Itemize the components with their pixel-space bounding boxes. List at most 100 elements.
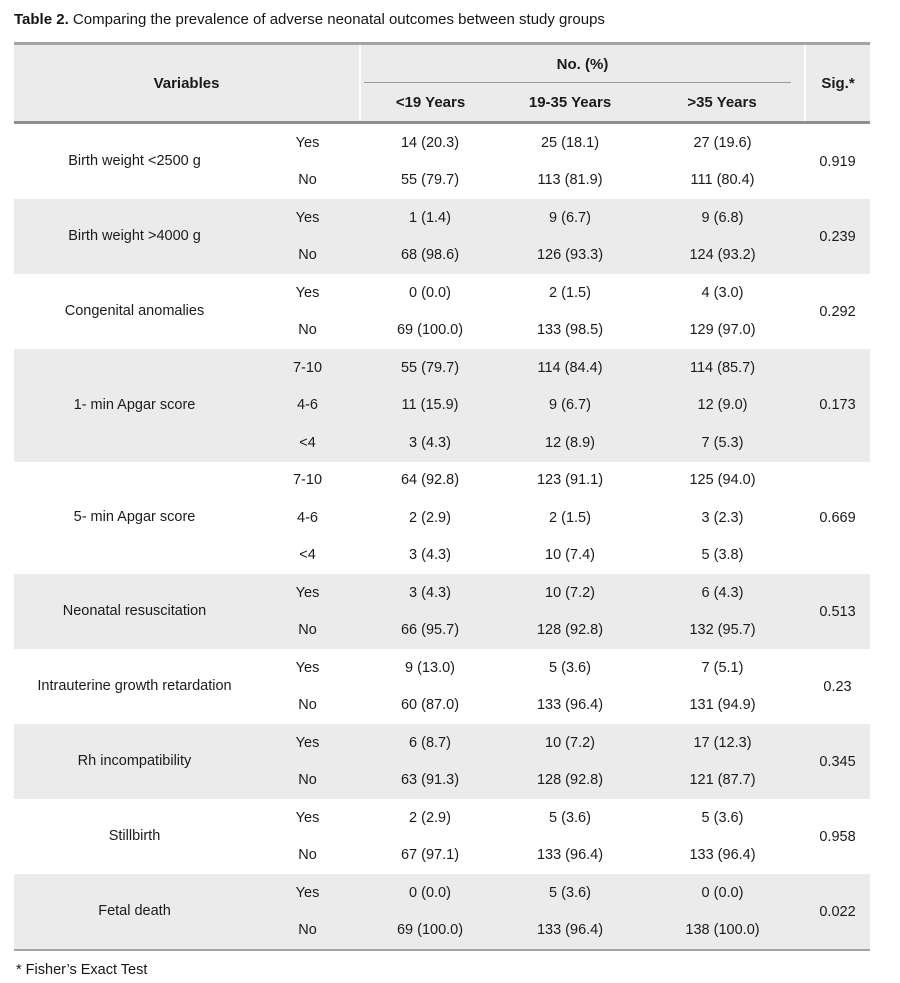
row-label-cell: Yes: [255, 274, 361, 312]
table-row: 4-6 2 (2.9) 2 (1.5) 3 (2.3): [14, 499, 870, 537]
row-label-cell: No: [255, 311, 361, 349]
value-cell: 17 (12.3): [640, 724, 806, 762]
table-row: <4 3 (4.3) 10 (7.4) 5 (3.8): [14, 536, 870, 574]
row-label-cell: Yes: [255, 199, 361, 237]
value-cell: 121 (87.7): [640, 761, 806, 799]
value-cell: 55 (79.7): [360, 349, 501, 387]
sig-value-cell: 0.669: [805, 461, 871, 574]
row-label-cell: Yes: [255, 574, 361, 612]
header-col-over-35-years: >35 Years: [640, 83, 806, 124]
sig-value-cell: 0.173: [805, 349, 871, 462]
value-cell: 0 (0.0): [360, 274, 501, 312]
value-cell: 63 (91.3): [360, 761, 501, 799]
table-body: Birth weight <2500 g Yes 14 (20.3) 25 (18.1…: [14, 122, 871, 950]
value-cell: 12 (8.9): [500, 424, 641, 462]
row-label-cell: <4: [255, 536, 361, 574]
value-cell: 2 (2.9): [360, 499, 501, 537]
table-row: No 55 (79.7) 113 (81.9) 111 (80.4): [14, 161, 870, 199]
value-cell: 66 (95.7): [360, 611, 501, 649]
value-cell: 132 (95.7): [640, 611, 806, 649]
value-cell: 10 (7.4): [500, 536, 641, 574]
table-row: 1- min Apgar score 7-10 55 (79.7) 114 (84.4…: [14, 349, 871, 462]
header-col-under-19-years: <19 Years: [360, 83, 501, 124]
header-row-2: <19 Years 19-35 Years >35 Years: [14, 83, 870, 124]
row-label-cell: No: [255, 161, 361, 199]
variable-name-cell: Stillbirth: [14, 799, 255, 874]
value-cell: 3 (4.3): [360, 574, 501, 612]
variable-name-cell: 5- min Apgar score: [14, 461, 255, 574]
table-row: No 66 (95.7) 128 (92.8) 132 (95.7): [14, 611, 870, 649]
value-cell: 133 (96.4): [500, 686, 641, 724]
row-label-cell: Yes: [255, 799, 361, 837]
variable-name-cell: Intrauterine growth retardation: [14, 649, 255, 724]
value-cell: 11 (15.9): [360, 386, 501, 424]
row-label-cell: Yes: [255, 649, 361, 687]
variable-name-cell: Neonatal resuscitation: [14, 574, 255, 649]
value-cell: 10 (7.2): [500, 724, 641, 762]
row-label-cell: No: [255, 836, 361, 874]
value-cell: 114 (84.4): [500, 349, 641, 387]
variable-name-cell: Fetal death: [14, 874, 255, 950]
variable-name-cell: 1- min Apgar score: [14, 349, 255, 462]
table-row: No 67 (97.1) 133 (96.4) 133 (96.4): [14, 836, 870, 874]
value-cell: 125 (94.0): [640, 461, 806, 499]
table-row: No 60 (87.0) 133 (96.4) 131 (94.9): [14, 686, 870, 724]
sig-value-cell: 0.022: [805, 874, 871, 950]
table-caption-text: Comparing the prevalence of adverse neon…: [68, 11, 605, 28]
value-cell: 129 (97.0): [640, 311, 806, 349]
row-label-cell: No: [255, 761, 361, 799]
header-variables: Variables: [14, 43, 362, 124]
row-label-cell: <4: [255, 424, 361, 462]
value-cell: 69 (100.0): [360, 911, 501, 950]
table-row: Stillbirth Yes 2 (2.9) 5 (3.6) 5 (3.6) 0.958: [14, 799, 871, 874]
value-cell: 7 (5.1): [640, 649, 806, 687]
value-cell: 68 (98.6): [360, 236, 501, 274]
sig-value-cell: 0.345: [805, 724, 871, 799]
value-cell: 123 (91.1): [500, 461, 641, 499]
value-cell: 138 (100.0): [640, 911, 806, 950]
value-cell: 131 (94.9): [640, 686, 806, 724]
value-cell: 9 (6.7): [500, 199, 641, 237]
table-row: Fetal death Yes 0 (0.0) 5 (3.6) 0 (0.0) 0.022: [14, 874, 871, 950]
value-cell: 2 (1.5): [500, 274, 641, 312]
table-row: No 69 (100.0) 133 (98.5) 129 (97.0): [14, 311, 870, 349]
table-row: No 68 (98.6) 126 (93.3) 124 (93.2): [14, 236, 870, 274]
sig-value-cell: 0.239: [805, 199, 871, 274]
table-row: Intrauterine growth retardation Yes 9 (13.…: [14, 649, 871, 724]
table-row: No 69 (100.0) 133 (96.4) 138 (100.0): [14, 911, 870, 950]
table-row: Neonatal resuscitation Yes 3 (4.3) 10 (7.2)…: [14, 574, 871, 649]
header-sig: Sig.*: [804, 43, 871, 124]
sig-value-cell: 0.513: [805, 574, 871, 649]
value-cell: 1 (1.4): [360, 199, 501, 237]
row-label-cell: Yes: [255, 724, 361, 762]
value-cell: 9 (13.0): [360, 649, 501, 687]
value-cell: 27 (19.6): [640, 122, 806, 162]
table-row: Rh incompatibility Yes 6 (8.7) 10 (7.2) 17 (…: [14, 724, 871, 799]
table-row: <4 3 (4.3) 12 (8.9) 7 (5.3): [14, 424, 870, 462]
row-label-cell: 4-6: [255, 386, 361, 424]
sig-value-cell: 0.919: [805, 122, 871, 199]
row-label-cell: Yes: [255, 874, 361, 912]
value-cell: 114 (85.7): [640, 349, 806, 387]
value-cell: 5 (3.6): [500, 649, 641, 687]
value-cell: 0 (0.0): [360, 874, 501, 912]
value-cell: 133 (96.4): [500, 911, 641, 950]
value-cell: 25 (18.1): [500, 122, 641, 162]
table-row: 4-6 11 (15.9) 9 (6.7) 12 (9.0): [14, 386, 870, 424]
variable-name-cell: Rh incompatibility: [14, 724, 255, 799]
row-label-cell: 7-10: [255, 349, 361, 387]
value-cell: 3 (4.3): [360, 536, 501, 574]
variable-name-cell: Congenital anomalies: [14, 274, 255, 349]
table-row: No 63 (91.3) 128 (92.8) 121 (87.7): [14, 761, 870, 799]
header-no-pct-label: No. (%): [556, 55, 609, 73]
row-label-cell: No: [255, 686, 361, 724]
header-row-1: Variables No. (%) Sig.*: [14, 43, 871, 124]
value-cell: 5 (3.6): [640, 799, 806, 837]
value-cell: 4 (3.0): [640, 274, 806, 312]
value-cell: 7 (5.3): [640, 424, 806, 462]
table-row: Congenital anomalies Yes 0 (0.0) 2 (1.5) 4 (…: [14, 274, 871, 349]
row-label-cell: No: [255, 911, 361, 950]
value-cell: 6 (8.7): [360, 724, 501, 762]
sig-value-cell: 0.23: [805, 649, 871, 724]
value-cell: 133 (96.4): [640, 836, 806, 874]
